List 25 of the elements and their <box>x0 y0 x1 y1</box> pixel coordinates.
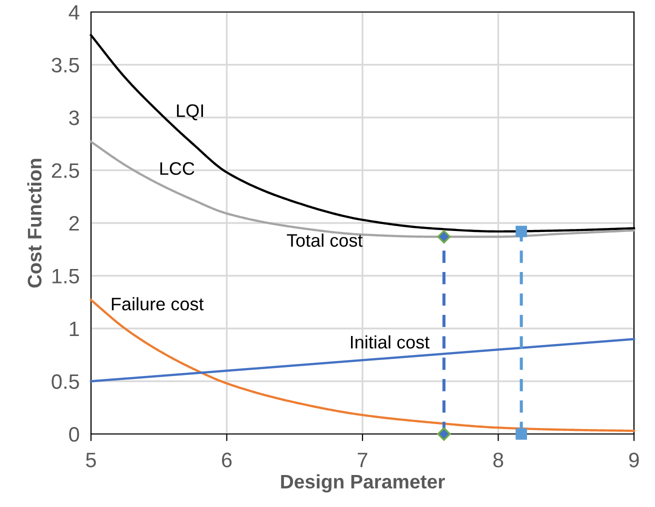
y-tick-label: 0 <box>69 427 80 442</box>
point <box>516 226 528 238</box>
point <box>516 428 528 440</box>
y-tick-label: 4 <box>68 5 80 20</box>
series-label: Initial cost <box>351 335 430 349</box>
series-label: LQI <box>177 104 203 120</box>
y-tick-label: 1.5 <box>52 268 80 284</box>
annotation: Total cost <box>286 234 363 247</box>
x-tick-label: 7 <box>358 452 368 468</box>
y-tick-label: 2 <box>69 216 79 231</box>
y-tick-label: 3.5 <box>52 58 80 73</box>
x-axis-title: Design Parameter <box>281 474 445 492</box>
y-tick-label: 0.5 <box>52 374 80 390</box>
point <box>437 230 451 244</box>
y-axis-title: Cost Function <box>27 158 42 288</box>
series-label: Failure cost <box>112 297 204 310</box>
x-tick-label: 5 <box>86 452 96 468</box>
x-tick-label: 8 <box>493 452 504 468</box>
series-label: LCC <box>160 162 194 175</box>
point <box>437 427 451 441</box>
y-tick-label: 2.5 <box>52 163 80 178</box>
x-tick-label: 6 <box>222 452 232 468</box>
y-tick-label: 3 <box>69 110 79 126</box>
y-tick-label: 1 <box>70 322 79 336</box>
x-tick-label: 9 <box>629 452 639 468</box>
